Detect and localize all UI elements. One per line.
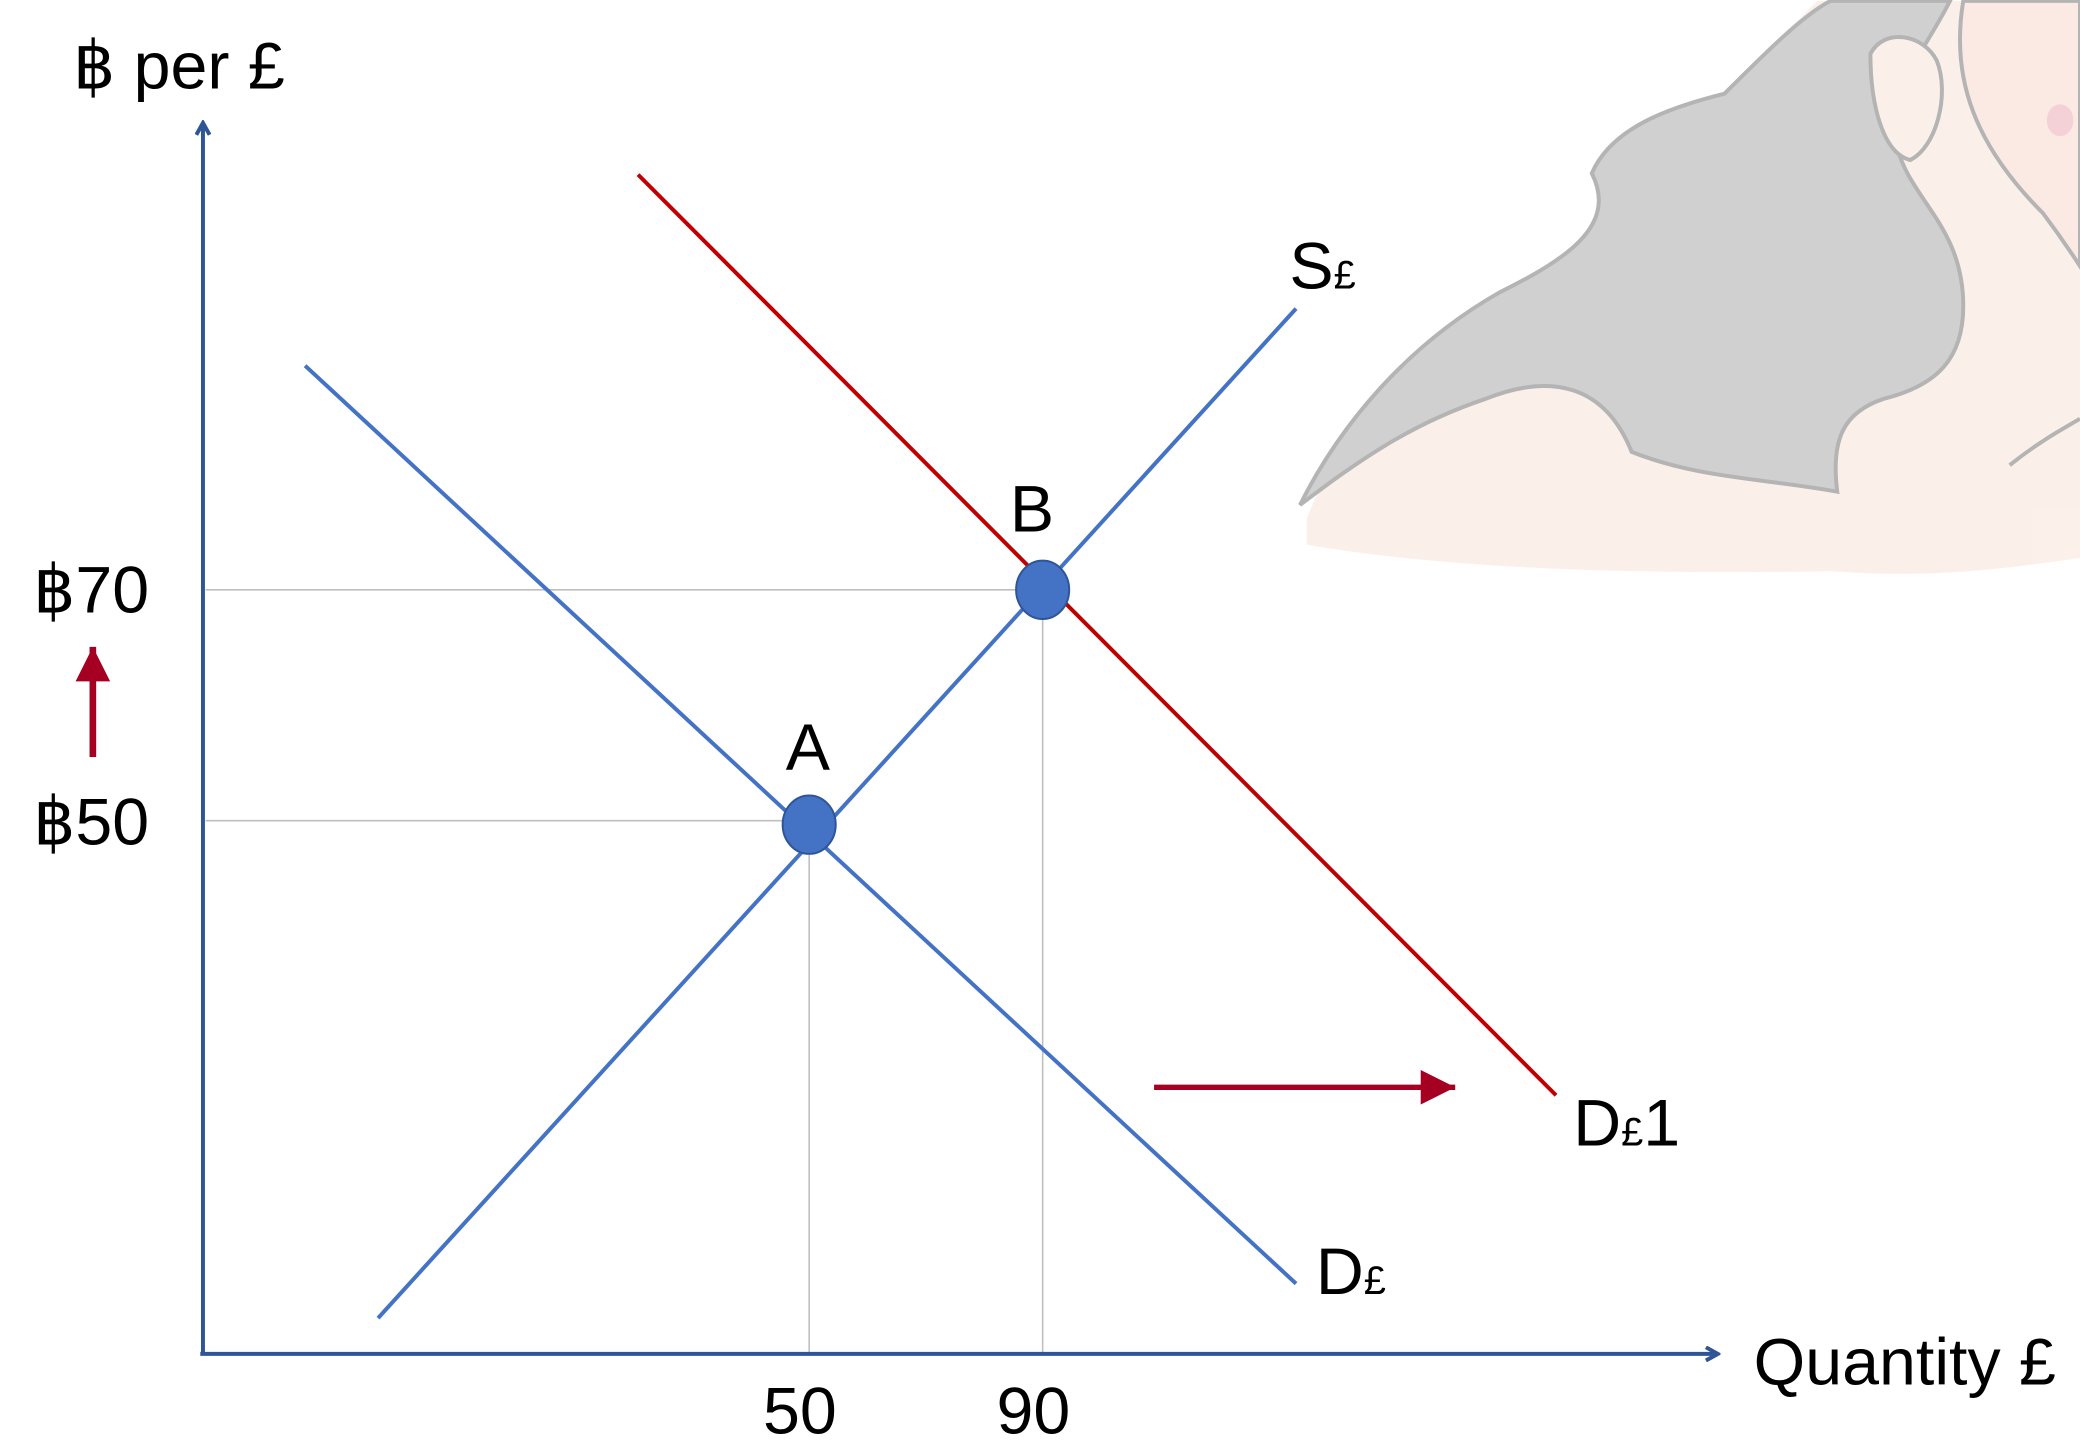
curve-label-main: D bbox=[1573, 1087, 1621, 1161]
equilibrium-point bbox=[1015, 559, 1071, 621]
price-tick-label: ฿70 bbox=[33, 553, 149, 627]
curve-label-suffix: 1 bbox=[1643, 1087, 1680, 1161]
point-label: A bbox=[786, 711, 831, 785]
supply-curve bbox=[376, 307, 1298, 1320]
curve-label-sub: £ bbox=[1334, 254, 1356, 298]
point-label: B bbox=[1010, 472, 1054, 546]
curve-label: D£1 bbox=[1573, 1087, 1680, 1161]
curve-label: S£ bbox=[1289, 230, 1355, 304]
equilibrium-point bbox=[781, 794, 837, 855]
curve-label-sub: £ bbox=[1621, 1111, 1643, 1155]
quantity-tick-label: 90 bbox=[996, 1375, 1070, 1441]
curve-label-main: D bbox=[1316, 1235, 1364, 1309]
y-axis-label: ฿ per £ bbox=[73, 29, 285, 103]
curve-label: D£ bbox=[1316, 1235, 1386, 1309]
quantity-tick-label: 50 bbox=[763, 1375, 837, 1441]
price-tick-label: ฿50 bbox=[33, 786, 149, 860]
cartoon-decoration bbox=[1298, 0, 2080, 574]
curve-label-main: S bbox=[1289, 230, 1333, 304]
new-demand-curve bbox=[636, 173, 1558, 1097]
curve-label-sub: £ bbox=[1364, 1259, 1386, 1303]
x-axis-label: Quantity £ bbox=[1754, 1325, 2056, 1399]
